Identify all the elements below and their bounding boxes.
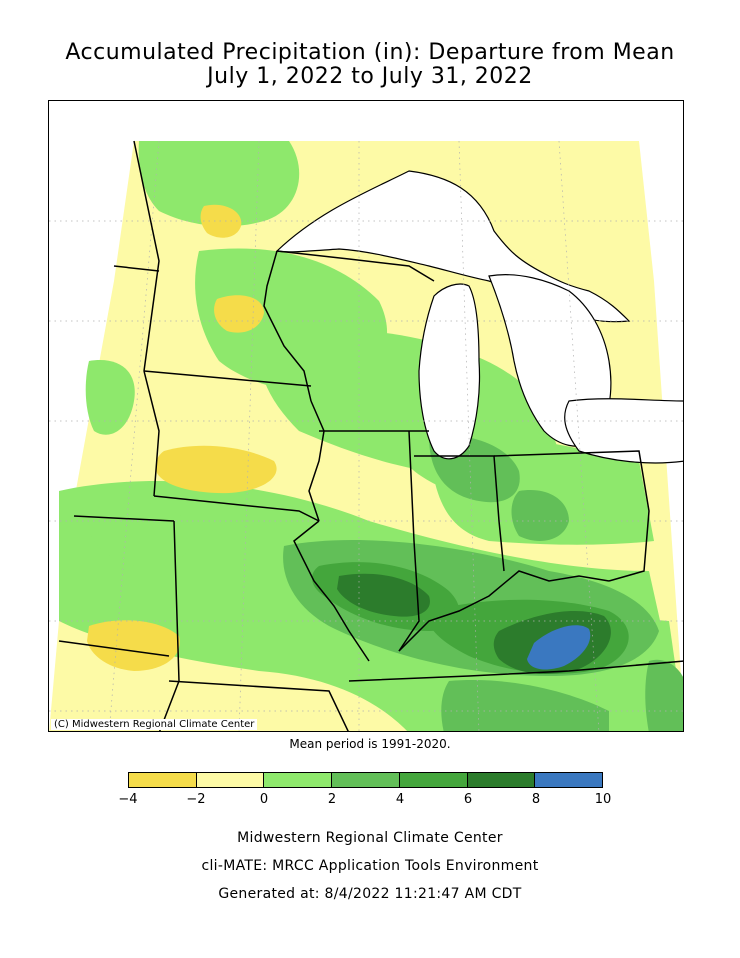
great-lakes — [275, 170, 683, 464]
legend-tick: 0 — [259, 792, 269, 807]
legend-tick: −4 — [118, 792, 138, 807]
legend-tick: 8 — [531, 792, 541, 807]
legend-swatch-dry-4-2 — [129, 773, 197, 787]
border-nd-sd — [113, 265, 160, 272]
border-ia-north — [143, 370, 312, 387]
lake-erie-ontario — [564, 398, 683, 464]
footer-tool-name: cli-MATE: MRCC Application Tools Environ… — [201, 858, 539, 874]
lake-michigan — [418, 283, 481, 460]
legend-tick: 2 — [327, 792, 337, 807]
color-legend — [128, 772, 603, 788]
precipitation-map: (C) Midwestern Regional Climate Center — [48, 100, 684, 732]
border-ks-ne — [73, 515, 175, 522]
border-mi-upper — [276, 250, 435, 282]
legend-swatch-wet-6-8 — [467, 773, 536, 787]
legend-tick: −2 — [186, 792, 206, 807]
legend-swatch-wet-4-6 — [399, 773, 468, 787]
map-canvas — [49, 140, 683, 731]
border-ky-tn — [348, 660, 683, 682]
legend-tick: 4 — [395, 792, 405, 807]
zone-dry-4-2 — [87, 204, 277, 671]
footer-generated-time: Generated at: 8/4/2022 11:21:47 AM CDT — [218, 886, 522, 902]
border-ky-north — [398, 570, 610, 652]
border-ia-west — [143, 370, 160, 497]
legend-tick: 6 — [463, 792, 473, 807]
border-ok-ks — [58, 640, 170, 657]
zone-wet-8-10 — [527, 625, 591, 670]
border-il-west — [293, 520, 370, 662]
border-mn-west — [133, 140, 160, 372]
legend-swatch-wet-2-4 — [332, 773, 400, 787]
footer-center-name: Midwestern Regional Climate Center — [237, 830, 503, 846]
mean-period-note: Mean period is 1991-2020. — [289, 737, 451, 751]
border-il-east — [398, 430, 420, 652]
border-oh-east — [493, 450, 650, 582]
map-copyright: (C) Midwestern Regional Climate Center — [51, 719, 258, 730]
border-ia-south — [153, 495, 320, 522]
map-graticule — [49, 140, 683, 731]
map-date-range: July 1, 2022 to July 31, 2022 — [207, 64, 533, 89]
legend-swatch-wet-8-10 — [535, 773, 603, 787]
legend-tick: 10 — [594, 792, 612, 807]
border-mo-south — [168, 680, 349, 731]
border-mn-east — [263, 250, 312, 402]
legend-swatch-dry-2-0 — [196, 773, 265, 787]
border-in-east — [414, 455, 505, 572]
legend-swatch-wet-0-2 — [264, 773, 333, 787]
map-title: Accumulated Precipitation (in): Departur… — [65, 40, 675, 65]
state-borders — [58, 140, 683, 731]
border-ia-east — [308, 400, 325, 522]
